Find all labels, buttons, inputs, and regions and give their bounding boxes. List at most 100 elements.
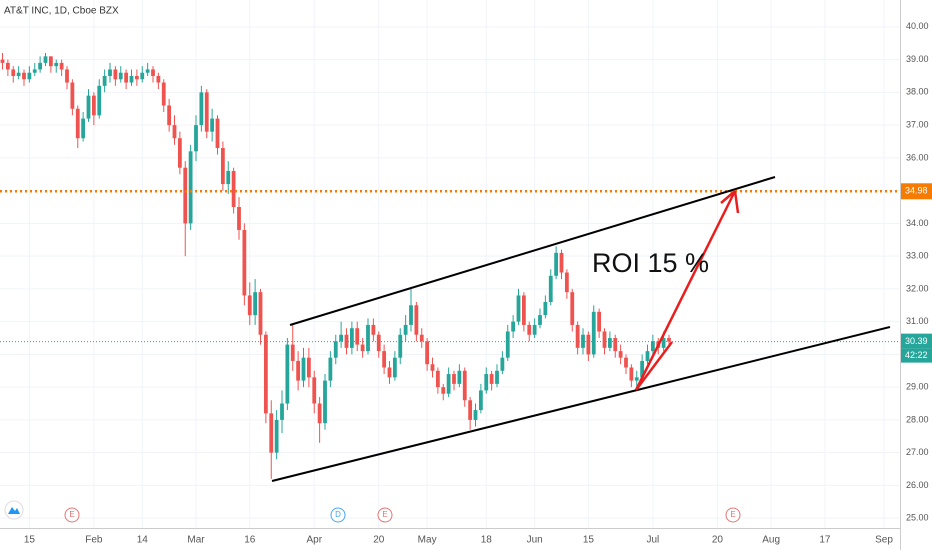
candle-body [333,341,338,358]
candle-body [500,357,505,371]
candle-body [65,69,69,83]
candle-body [118,72,123,80]
candle-body [661,338,666,348]
candle-body [27,72,32,80]
candle-body [344,334,349,348]
candle-body [91,95,96,116]
candle-body [317,403,322,424]
candle-body [597,311,602,332]
candle-body [129,75,134,83]
channel-upper [289,176,776,326]
x-tick-label: 17 [819,535,831,546]
candle-body [86,95,91,119]
event-marker [377,507,393,523]
candle-body [355,328,360,345]
x-tick-label: Jun [527,535,543,546]
y-tick-label: 36.00 [906,152,929,162]
arrow-head [720,190,736,204]
candle-body [371,324,376,335]
candle-body [48,56,53,67]
candle-body [527,324,532,335]
last-price-box [901,333,932,349]
countdown-box [901,348,932,363]
candle-body [521,295,526,325]
y-tick-label: 26.00 [906,480,929,490]
candle-body [505,331,510,358]
candle-body [285,344,290,404]
candle-body [591,311,596,355]
x-tick-label: 20 [712,535,724,546]
x-tick-label: 18 [481,535,493,546]
channel-lower [271,326,891,482]
candle-body [204,92,209,132]
x-tick-label: Aug [762,535,780,546]
candle-body [532,324,537,335]
candle-body [280,403,284,420]
candle-body [575,324,580,348]
candle-body [210,118,215,132]
event-marker [725,507,741,523]
y-tick-label: 29.00 [906,382,929,392]
candle-body [81,118,86,139]
candle-body [172,125,177,139]
candle-body [258,292,263,335]
candle-body [113,69,118,80]
event-marker [330,507,346,523]
x-tick-label: Apr [306,535,322,546]
candle-body [59,62,64,70]
candle-body [16,72,21,76]
y-tick-label: 32.00 [906,283,929,293]
candle-body [430,364,435,371]
candle-body [473,410,478,420]
candle-body [22,72,26,80]
price-axis [900,0,932,550]
y-tick-label: 37.00 [906,119,929,129]
logo [4,500,24,520]
candle-body [452,374,456,384]
candle-body [650,341,655,352]
candle-body [134,75,139,80]
last-price-label: 30.39 [905,336,928,346]
candle-body [102,75,107,86]
candle-body [0,59,5,63]
candle-body [511,321,516,332]
candle-body [360,344,365,352]
candle-body [220,148,225,185]
x-tick-label: 16 [244,535,256,546]
candle-body [403,324,408,335]
candle-body [387,367,392,378]
candle-body [199,92,204,126]
candle-body [269,413,274,453]
event-label: E [382,510,387,519]
candles [0,53,900,479]
candle-body [253,292,258,316]
candle-body [323,380,327,424]
candle-body [613,338,618,352]
candle-body [339,334,344,342]
candle-body [484,374,489,391]
candle-body [624,357,628,368]
candle-body [586,334,591,355]
candle-body [376,334,381,352]
arrow [634,190,737,391]
candle-body [516,295,521,322]
candle-body [237,207,241,230]
axes: 25.0026.0027.0028.0029.0030.0031.0032.00… [24,21,932,546]
candle-body [306,357,311,378]
y-tick-label: 25.00 [906,513,929,523]
candle-body [667,338,671,342]
price-label-box [901,183,932,200]
arrow-small [635,341,673,391]
candle-body [145,69,150,73]
candle-body [409,305,413,325]
candle-body [43,56,48,63]
candle-body [177,138,182,168]
x-tick-label: Mar [187,535,205,546]
x-tick-label: 15 [24,535,36,546]
x-tick-label: 14 [137,535,149,546]
candle-body [543,301,548,316]
candle-body [564,272,569,293]
candle-body [382,351,387,368]
candle-body [559,252,564,273]
drawings [271,176,891,482]
